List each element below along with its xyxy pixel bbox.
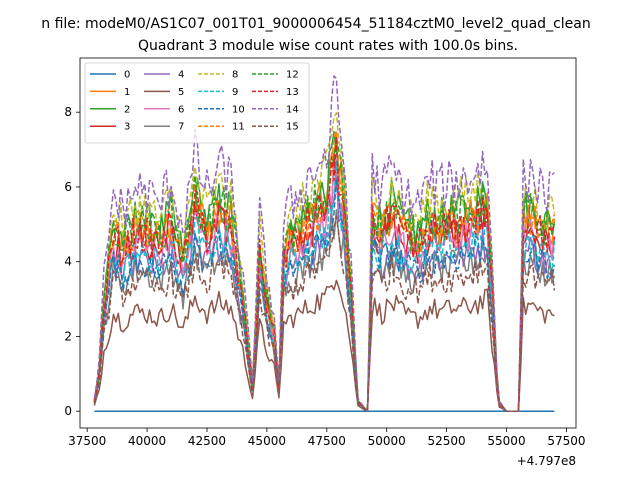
- series-line-13: [93, 135, 556, 412]
- series-line-7: [93, 208, 556, 412]
- legend-label-6: 6: [178, 104, 184, 115]
- x-tick-label: 42500: [188, 434, 226, 448]
- y-axis: 0 2 4 6 8: [64, 105, 80, 418]
- y-tick-label: 2: [64, 329, 72, 343]
- legend-label-3: 3: [124, 122, 130, 133]
- legend-frame: [84, 62, 310, 144]
- series-line-5: [93, 279, 555, 412]
- series-line-12: [93, 137, 555, 412]
- series-line-9: [93, 160, 556, 412]
- legend-label-4: 4: [178, 70, 184, 81]
- chart-title: Quadrant 3 module wise count rates with …: [138, 38, 518, 54]
- x-tick-label: 47500: [308, 434, 346, 448]
- x-axis: 37500 40000 42500 45000 47500 50000 52500 55000…: [68, 428, 586, 448]
- x-tick-label: 57500: [547, 434, 585, 448]
- x-tick-label: 52500: [428, 434, 466, 448]
- series-line-10: [93, 177, 556, 412]
- legend-label-14: 14: [286, 104, 299, 115]
- legend-label-12: 12: [286, 70, 299, 81]
- figure-suptitle: n file: modeM0/AS1C07_001T01_9000006454_…: [41, 16, 590, 32]
- series-layer: [93, 75, 556, 412]
- x-tick-label: 50000: [368, 434, 406, 448]
- legend-label-8: 8: [232, 70, 238, 81]
- y-tick-label: 0: [64, 404, 72, 418]
- legend-label-0: 0: [124, 70, 130, 81]
- legend-label-5: 5: [178, 87, 184, 98]
- x-tick-label: 40000: [128, 434, 166, 448]
- x-axis-offset-label: +4.797e8: [517, 454, 576, 468]
- legend-label-1: 1: [124, 87, 130, 98]
- series-line-15: [93, 215, 556, 412]
- legend-label-7: 7: [178, 122, 184, 133]
- legend-label-13: 13: [286, 87, 299, 98]
- y-tick-label: 4: [64, 255, 72, 269]
- legend-label-2: 2: [124, 104, 130, 115]
- y-tick-label: 8: [64, 105, 72, 119]
- x-tick-label: 37500: [68, 434, 106, 448]
- legend-label-10: 10: [232, 104, 245, 115]
- legend-label-9: 9: [232, 87, 238, 98]
- x-tick-label: 55000: [487, 434, 525, 448]
- y-tick-label: 6: [64, 180, 72, 194]
- plot-area-frame: [79, 57, 577, 429]
- legend-label-15: 15: [286, 122, 299, 133]
- series-line-11: [93, 129, 556, 412]
- series-line-14: [93, 75, 555, 412]
- legend-label-11: 11: [232, 122, 245, 133]
- series-line-6: [93, 158, 556, 412]
- x-tick-label: 45000: [248, 434, 286, 448]
